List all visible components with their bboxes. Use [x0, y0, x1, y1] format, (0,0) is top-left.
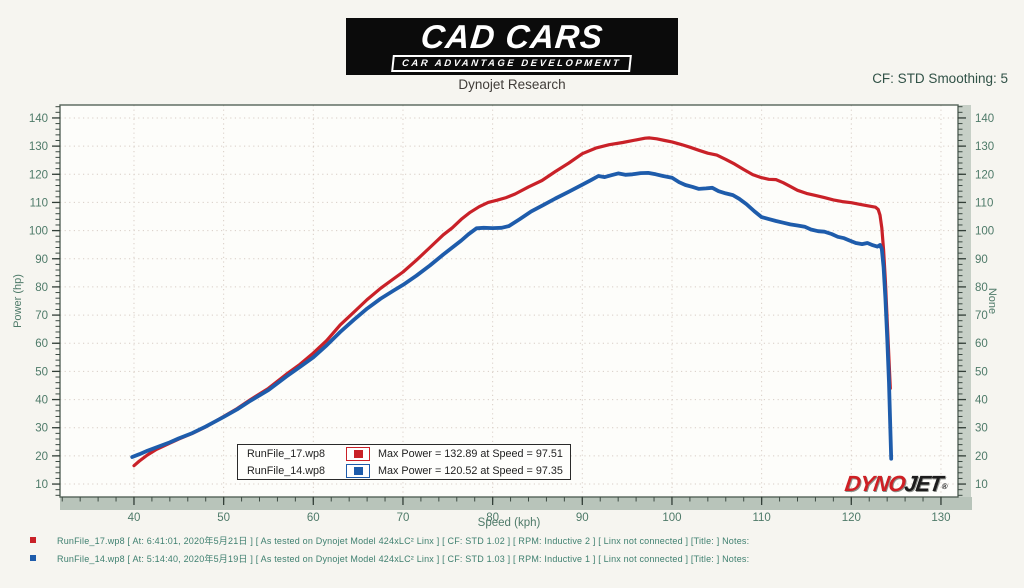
- y-tick-label-left: 80: [35, 282, 48, 294]
- y-tick-label-left: 120: [29, 169, 48, 181]
- y-axis-title-right: None: [986, 287, 998, 315]
- legend-series-name: RunFile_17.wp8: [247, 447, 326, 460]
- y-tick-label-left: 140: [29, 113, 48, 125]
- y-tick-label-right: 100: [975, 226, 994, 238]
- report-title: Dynojet Research: [458, 77, 566, 92]
- x-tick-label: 40: [128, 512, 141, 524]
- legend-swatch-box: [346, 463, 370, 478]
- y-tick-label-left: 70: [35, 310, 48, 322]
- y-tick-label-right: 50: [975, 366, 988, 378]
- y-tick-label-left: 10: [35, 479, 48, 491]
- y-tick-label-left: 60: [35, 338, 48, 350]
- y-tick-label-left: 20: [35, 451, 48, 463]
- y-tick-label-right: 40: [975, 395, 988, 407]
- y-tick-label-left: 90: [35, 254, 48, 266]
- power-curve-RunFile_17.wp8: [132, 136, 892, 468]
- x-tick-label: 70: [397, 512, 410, 524]
- cad-cars-logo: CAD CARS CAR ADVANTAGE DEVELOPMENT: [347, 18, 677, 74]
- y-tick-label-right: 20: [975, 451, 988, 463]
- x-tick-label: 120: [842, 512, 861, 524]
- axis-band-bottom: [60, 497, 972, 510]
- plot-border: [59, 104, 959, 498]
- legend-row: RunFile_14.wp8 Max Power = 120.52 at Spe…: [238, 462, 570, 479]
- axis-band-right: [958, 105, 971, 497]
- run-info-text: RunFile_17.wp8 [ At: 6:41:01, 2020年5月21日…: [57, 535, 750, 546]
- y-tick-label-right: 10: [975, 479, 988, 491]
- y-tick-label-left: 50: [35, 366, 48, 378]
- x-tick-label: 100: [662, 512, 681, 524]
- y-tick-label-left: 100: [29, 226, 48, 238]
- y-tick-label-left: 110: [30, 197, 48, 209]
- run-info-footer: RunFile_17.wp8 [ At: 6:41:01, 2020年5月21日…: [0, 531, 1024, 567]
- legend-swatch-box: [346, 446, 370, 461]
- y-tick-label-right: 120: [975, 169, 994, 181]
- y-tick-label-left: 40: [35, 395, 48, 407]
- x-tick-label: 60: [307, 512, 320, 524]
- y-tick-label-left: 130: [29, 141, 48, 153]
- power-curve-RunFile_14.wp8: [130, 170, 894, 461]
- legend-swatch-red: [353, 449, 363, 458]
- legend-row: RunFile_17.wp8 Max Power = 132.89 at Spe…: [238, 445, 570, 462]
- legend-max-power-value: Max Power = 132.89 at Speed = 97.51: [378, 447, 563, 460]
- y-tick-label-right: 140: [975, 113, 994, 125]
- legend-max-power-value: Max Power = 120.52 at Speed = 97.35: [378, 464, 563, 477]
- cf-smoothing-label: CF: STD Smoothing: 5: [872, 71, 1008, 86]
- y-axis-title-left: Power (hp): [12, 274, 24, 328]
- chart-legend: RunFile_17.wp8 Max Power = 132.89 at Spe…: [237, 444, 571, 480]
- y-tick-label-right: 60: [975, 338, 988, 350]
- run-info-line: RunFile_14.wp8 [ At: 5:14:40, 2020年5月19日…: [0, 549, 1024, 567]
- legend-series-name: RunFile_14.wp8: [247, 464, 326, 477]
- plot-area: [60, 105, 958, 497]
- y-tick-label-right: 130: [975, 141, 994, 153]
- y-tick-label-right: 80: [975, 282, 988, 294]
- registered-mark-icon: ®: [940, 482, 949, 491]
- x-tick-label: 90: [576, 512, 589, 524]
- y-tick-label-left: 30: [35, 423, 48, 435]
- dynojet-logo-dyno: DYNO: [843, 471, 907, 496]
- y-tick-label-right: 70: [975, 310, 988, 322]
- run-info-text: RunFile_14.wp8 [ At: 5:14:40, 2020年5月19日…: [57, 553, 750, 564]
- x-tick-label: 130: [931, 512, 950, 524]
- y-tick-label-right: 110: [975, 197, 993, 209]
- x-tick-label: 110: [752, 512, 770, 524]
- legend-swatch-blue: [353, 466, 363, 475]
- x-axis-title: Speed (kph): [477, 517, 541, 529]
- run-color-square-red: [30, 537, 36, 543]
- run-info-line: RunFile_17.wp8 [ At: 6:41:01, 2020年5月21日…: [0, 531, 1024, 549]
- dynojet-logo-jet: JET: [902, 471, 944, 496]
- run-color-square-blue: [30, 555, 36, 561]
- dynojet-logo: DYNOJET®: [843, 471, 949, 497]
- y-tick-label-right: 90: [975, 254, 988, 266]
- x-tick-label: 50: [217, 512, 230, 524]
- x-tick-label: 80: [486, 512, 499, 524]
- y-tick-label-right: 30: [975, 423, 988, 435]
